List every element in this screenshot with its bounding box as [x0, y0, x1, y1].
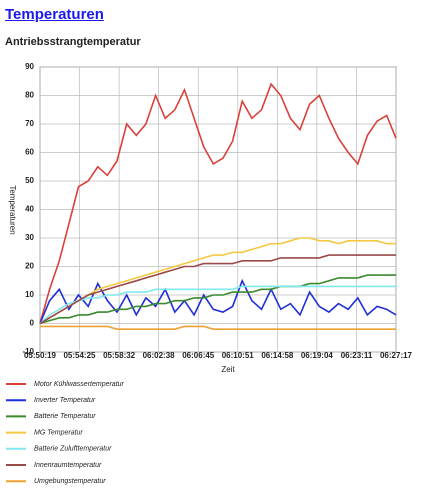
y-tick-label: 30 [25, 233, 34, 242]
legend-label: Batterie Temperatur [34, 413, 96, 420]
series-line [40, 325, 396, 330]
y-axis-label: Temperaturen [8, 185, 17, 234]
series-line [39, 237, 396, 325]
legend-label: Motor Kühlwassertemperatur [34, 381, 125, 388]
x-tick-label: 05:54:25 [63, 351, 96, 360]
y-tick-label: 70 [25, 119, 34, 128]
y-tick-label: 60 [25, 148, 34, 157]
x-tick-label: 06:10:51 [222, 351, 255, 360]
x-tick-label: 06:27:17 [380, 351, 413, 360]
x-tick-label: 05:50:19 [24, 351, 57, 360]
x-tick-label: 05:58:32 [103, 351, 136, 360]
series-line [39, 285, 396, 325]
y-tick-label: 0 [30, 319, 35, 328]
grid [39, 66, 397, 353]
legend-label: Inverter Temperatur [34, 397, 96, 404]
y-tick-label: 10 [25, 290, 34, 299]
x-axis-label: Zeit [221, 365, 235, 374]
legend-label: Innenraumtemperatur [34, 462, 102, 469]
y-tick-label: 40 [25, 205, 34, 214]
legend-label: MG Temperatur [34, 429, 83, 436]
x-tick-label: 06:19:04 [301, 351, 334, 360]
y-tick-label: 20 [25, 262, 34, 271]
series-line [39, 82, 397, 324]
series-line [39, 278, 397, 324]
x-tick-label: 06:02:38 [143, 351, 176, 360]
legend-label: Batterie Zulufttemperatur [34, 446, 112, 453]
y-tick-label: 50 [25, 176, 34, 185]
y-tick-label: -10 [22, 347, 34, 356]
y-tick-label: 80 [25, 91, 34, 100]
x-tick-label: 06:06:45 [182, 351, 215, 360]
series-line [39, 274, 396, 325]
y-tick-label: 90 [25, 62, 34, 71]
legend-label: Umgebungstemperatur [34, 478, 106, 485]
x-tick-label: 06:14:58 [261, 351, 294, 360]
page-title[interactable]: Temperaturen [5, 6, 104, 23]
x-tick-label: 06:23:11 [341, 351, 373, 360]
series-line [39, 254, 396, 325]
page-subtitle: Antriebsstrangtemperatur [5, 36, 141, 48]
